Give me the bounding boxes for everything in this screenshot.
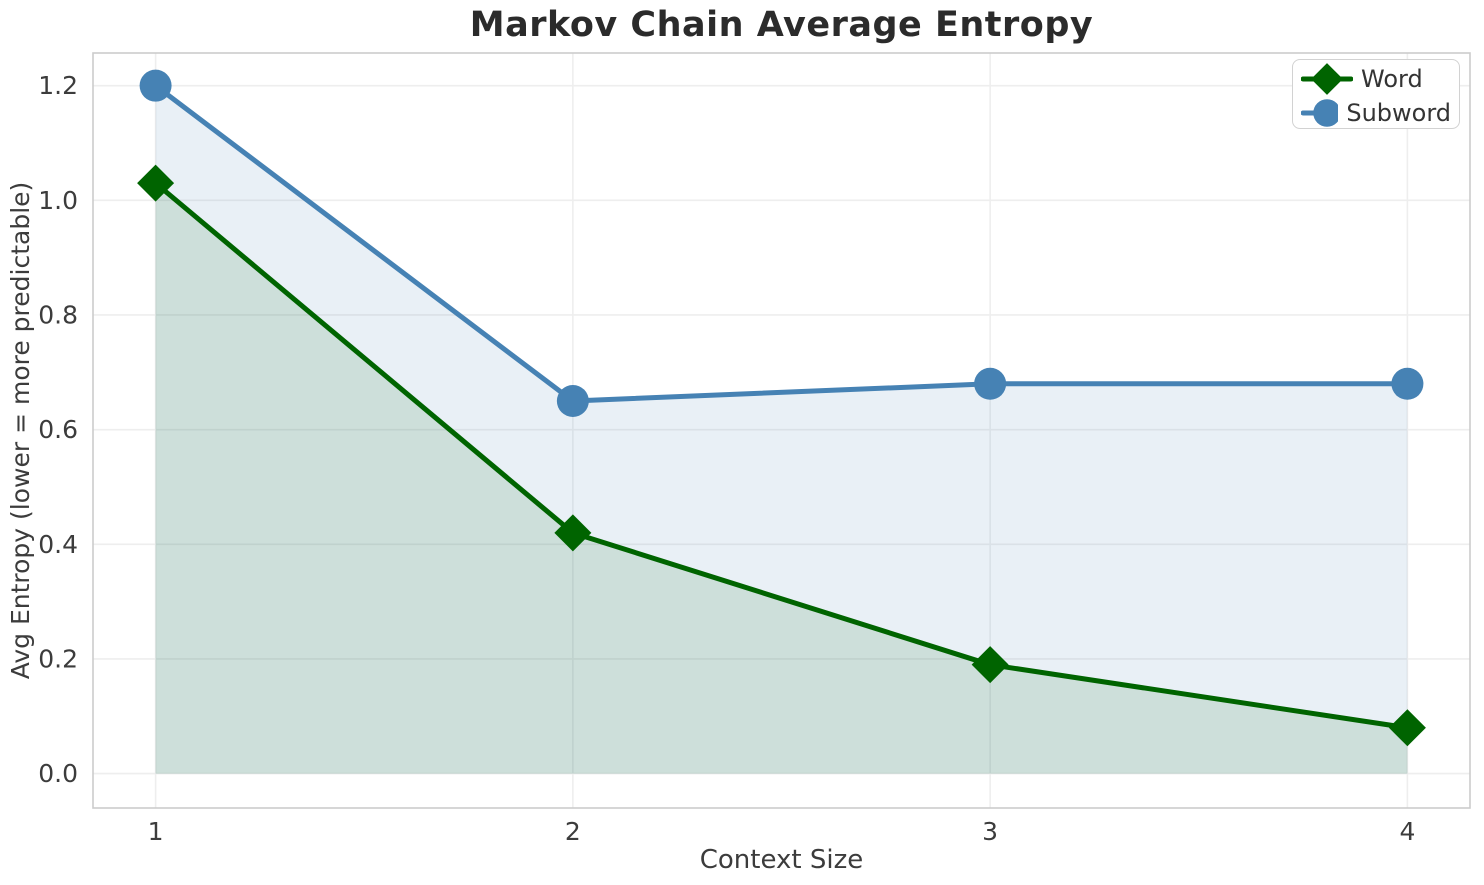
x-axis-label: Context Size: [699, 845, 864, 875]
diamond-marker: [1388, 709, 1426, 747]
svg-text:0.8: 0.8: [38, 300, 78, 329]
diamond-marker: [1311, 63, 1343, 95]
svg-text:3: 3: [982, 817, 998, 846]
legend: Word Subword: [1292, 59, 1460, 129]
diamond-marker: [554, 514, 592, 552]
x-tick-labels: 1 2 3 4: [148, 817, 1416, 846]
svg-text:1.0: 1.0: [38, 186, 78, 215]
diamond-marker: [971, 646, 1009, 684]
series-subword: [139, 69, 1424, 417]
svg-text:0.6: 0.6: [38, 415, 78, 444]
svg-text:0.0: 0.0: [38, 759, 78, 788]
y-axis-label: Avg Entropy (lower = more predictable): [6, 181, 35, 680]
circle-marker: [556, 384, 589, 417]
plot-border: [92, 52, 1471, 809]
legend-label-word: Word: [1361, 65, 1423, 93]
area-word: [155, 183, 1408, 774]
area-subword: [155, 85, 1408, 774]
diamond-marker: [137, 164, 175, 202]
legend-label-subword: Subword: [1346, 99, 1451, 127]
circle-marker: [1313, 99, 1339, 127]
svg-text:1.2: 1.2: [38, 71, 78, 100]
y-tick-labels: 0.0 0.2 0.4 0.6 0.8 1.0 1.2: [38, 71, 78, 788]
series-word: [137, 164, 1426, 747]
legend-item-word: Word: [1301, 62, 1451, 96]
chart-title: Markov Chain Average Entropy: [469, 5, 1094, 45]
circle-marker: [139, 69, 172, 102]
svg-text:4: 4: [1399, 817, 1415, 846]
plot-background: [93, 53, 1470, 808]
subword-legend-marker: [1301, 99, 1339, 127]
svg-text:2: 2: [565, 817, 581, 846]
svg-text:0.4: 0.4: [38, 530, 78, 559]
legend-item-subword: Subword: [1301, 96, 1451, 130]
circle-marker: [1391, 367, 1424, 400]
svg-text:1: 1: [148, 817, 164, 846]
svg-text:0.2: 0.2: [38, 644, 78, 673]
circle-marker: [974, 367, 1007, 400]
word-legend-marker: [1301, 63, 1353, 95]
